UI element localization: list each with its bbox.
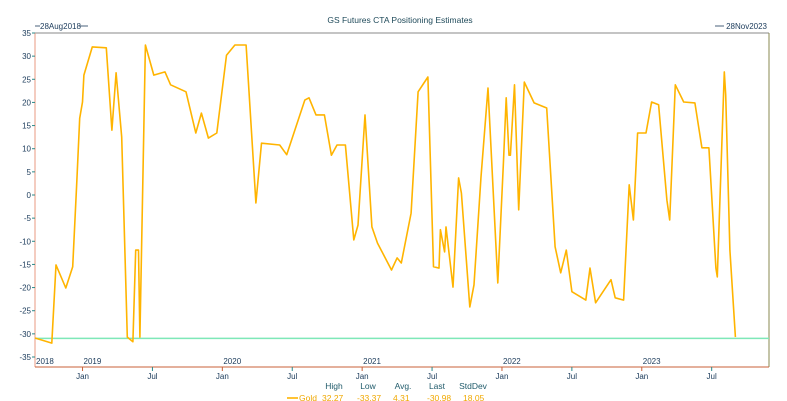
axes — [34, 32, 770, 368]
end-date-label: 28Nov2023 — [726, 22, 767, 31]
stat-header-avg: Avg. — [395, 381, 412, 391]
y-tick-label: -20 — [19, 284, 31, 293]
stat-value-last: -30.98 — [427, 393, 451, 401]
y-tick-label: 35 — [22, 29, 31, 38]
stat-value-high: 32.27 — [322, 393, 344, 401]
x-axis-ticks: 2018 2019 2020 2021 2022 2023 Jan Jul Jan Jul Jan J… — [36, 357, 717, 381]
chart-title: GS Futures CTA Positioning Estimates — [327, 15, 472, 25]
month-tick-label: Jul — [707, 372, 717, 381]
stats-legend: High Low Avg. Last StdDev Gold 32.27 -33… — [287, 381, 488, 401]
stat-header-last: Last — [429, 381, 446, 391]
y-tick-label: -15 — [19, 260, 31, 269]
stat-value-low: -33.37 — [357, 393, 381, 401]
stat-header-high: High — [325, 381, 343, 391]
y-tick-label: 5 — [27, 168, 32, 177]
month-tick-label: Jan — [496, 372, 509, 381]
month-tick-label: Jan — [216, 372, 229, 381]
y-tick-label: -35 — [19, 353, 31, 362]
y-tick-label: 20 — [22, 98, 31, 107]
y-tick-label: 0 — [27, 191, 32, 200]
month-tick-label: Jan — [635, 372, 648, 381]
stat-header-stddev: StdDev — [459, 381, 488, 391]
month-tick-label: Jan — [76, 372, 89, 381]
y-axis-ticks: 35 30 25 20 15 10 5 0 -5 -10 -15 -20 -25 -30 -35 — [19, 29, 35, 362]
legend-label-gold: Gold — [299, 393, 317, 401]
month-tick-label: Jul — [147, 372, 157, 381]
y-tick-label: -25 — [19, 307, 31, 316]
year-label: 2018 — [36, 357, 54, 366]
month-tick-label: Jul — [287, 372, 297, 381]
year-label: 2019 — [84, 357, 102, 366]
y-tick-label: -5 — [24, 214, 32, 223]
start-date-label: 28Aug2018 — [40, 22, 81, 31]
y-tick-label: 30 — [22, 52, 31, 61]
month-tick-label: Jan — [356, 372, 369, 381]
year-label: 2022 — [503, 357, 521, 366]
stat-value-stddev: 18.05 — [463, 393, 485, 401]
y-tick-label: 10 — [22, 145, 31, 154]
month-tick-label: Jul — [567, 372, 577, 381]
y-tick-label: 15 — [22, 122, 31, 131]
year-label: 2021 — [363, 357, 381, 366]
year-label: 2023 — [643, 357, 661, 366]
year-label: 2020 — [223, 357, 241, 366]
stat-header-low: Low — [360, 381, 376, 391]
month-tick-label: Jul — [427, 372, 437, 381]
date-range-labels: 28Aug2018 28Nov2023 — [35, 22, 768, 31]
stat-value-avg: 4.31 — [393, 393, 410, 401]
y-tick-label: -10 — [19, 237, 31, 246]
series-line-gold — [34, 44, 737, 344]
y-tick-label: -30 — [19, 330, 31, 339]
y-tick-label: 25 — [22, 75, 31, 84]
